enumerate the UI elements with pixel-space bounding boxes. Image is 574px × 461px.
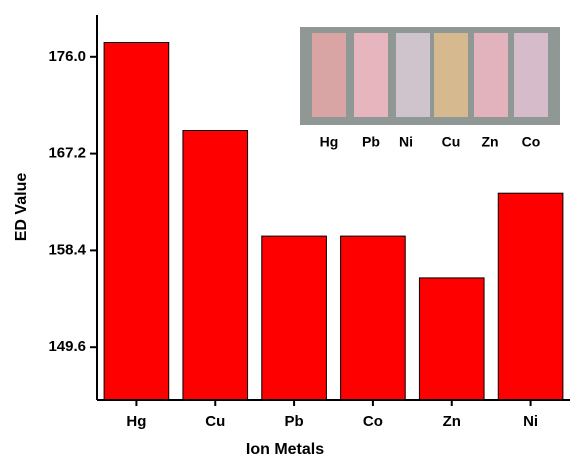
- strip: [354, 33, 388, 117]
- x-tick-label: Ni: [523, 413, 538, 430]
- y-tick-label: 158.4: [48, 241, 86, 258]
- inset-label: Ni: [399, 134, 413, 150]
- strip: [396, 33, 430, 117]
- inset-photo: [300, 27, 560, 125]
- y-tick-label: 176.0: [48, 48, 86, 65]
- y-tick-label: 149.6: [48, 338, 86, 355]
- inset-label: Pb: [362, 134, 380, 150]
- bar: [261, 235, 327, 401]
- y-axis-title: ED Value: [13, 173, 30, 242]
- strip: [474, 33, 508, 117]
- inset-label: Cu: [442, 134, 461, 150]
- x-axis-title: Ion Metals: [246, 441, 324, 458]
- bar: [497, 192, 564, 401]
- strip: [434, 33, 468, 117]
- x-tick-label: Co: [363, 413, 383, 430]
- inset-label: Co: [522, 134, 541, 150]
- bar: [418, 277, 485, 401]
- strip: [514, 33, 548, 117]
- x-tick-label: Pb: [284, 413, 303, 430]
- x-tick-label: Cu: [205, 413, 225, 430]
- inset-label: Hg: [320, 134, 339, 150]
- bar: [103, 42, 170, 401]
- x-tick-label: Zn: [443, 413, 461, 430]
- inset-label: Zn: [481, 134, 498, 150]
- x-tick-label: Hg: [126, 413, 146, 430]
- bar: [182, 130, 249, 401]
- strip: [312, 33, 346, 117]
- bar: [340, 235, 406, 401]
- y-tick-label: 167.2: [48, 145, 86, 162]
